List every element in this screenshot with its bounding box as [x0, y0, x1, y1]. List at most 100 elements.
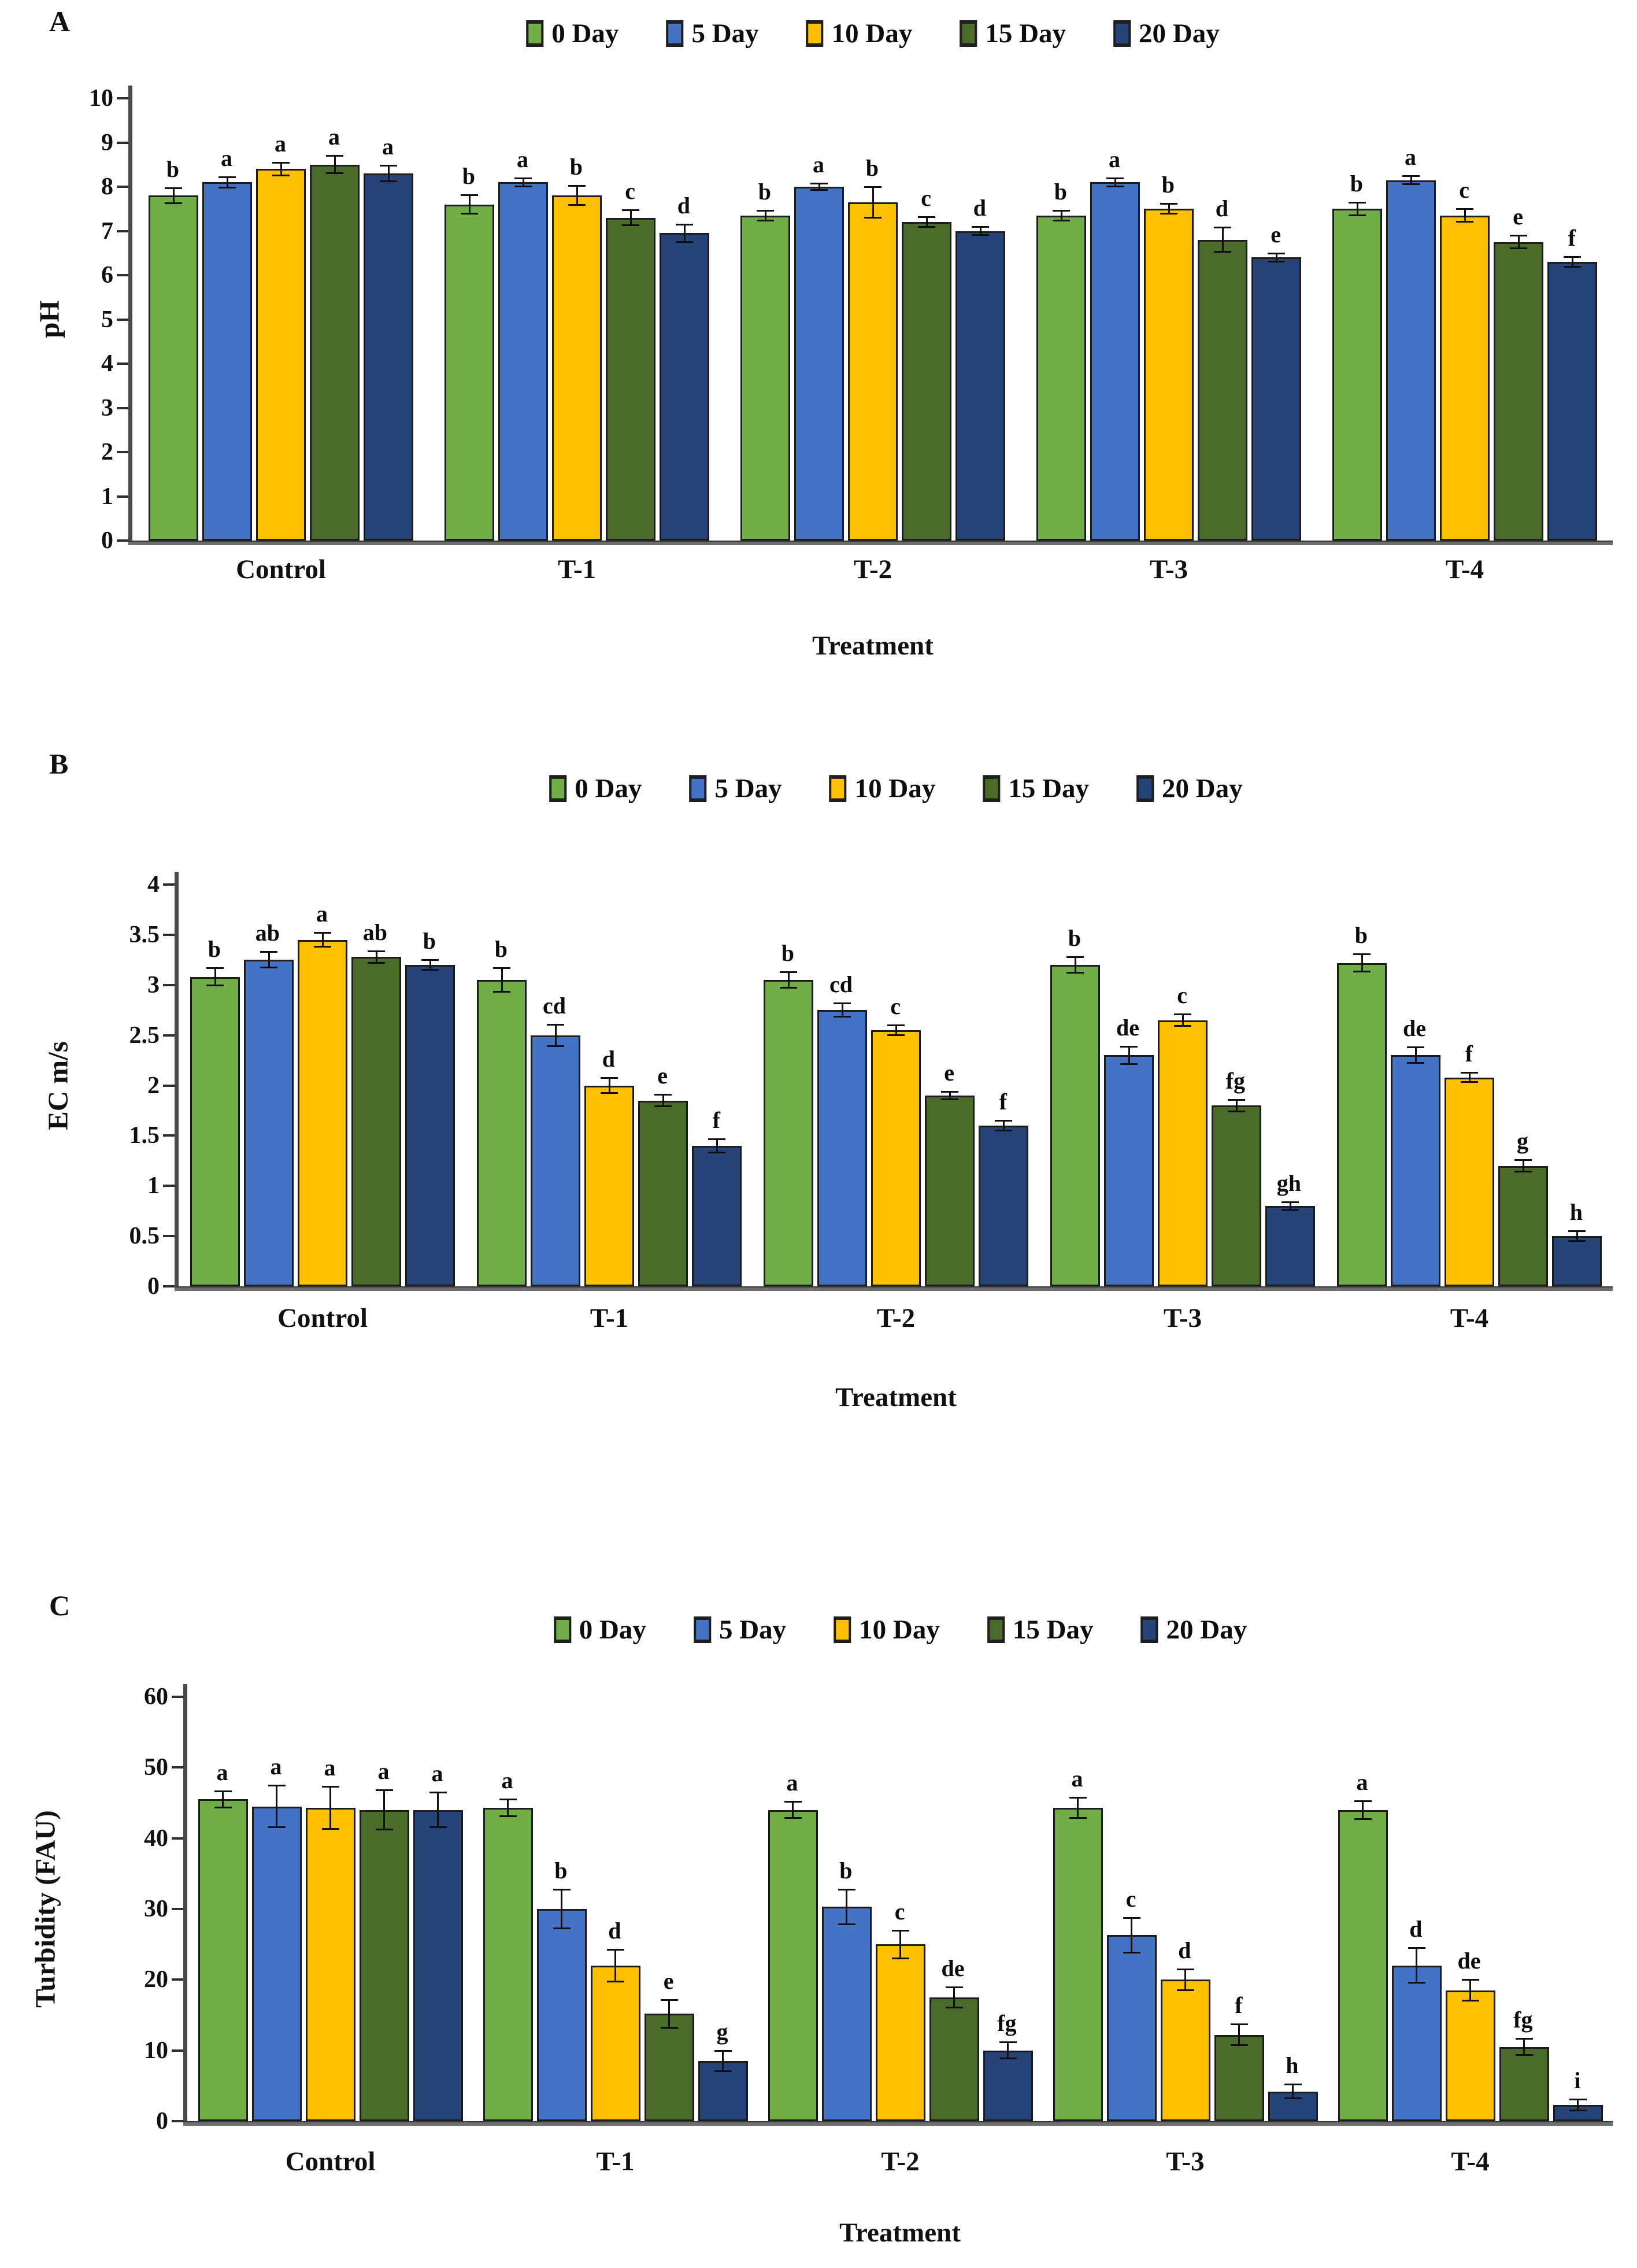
error-bar	[214, 968, 216, 986]
category-label: Control	[236, 554, 326, 584]
ytick-label: 5	[101, 306, 113, 333]
error-bar	[375, 950, 377, 963]
error-bar-cap	[206, 985, 224, 987]
error-bar-cap	[606, 1981, 624, 1982]
error-bar-cap	[784, 1817, 802, 1819]
error-bar-cap	[1354, 1818, 1372, 1820]
error-bar-cap	[1176, 1989, 1194, 1991]
category-label: T-1	[596, 2147, 635, 2177]
error-bar-cap	[165, 187, 182, 189]
error-bar-cap	[864, 186, 882, 188]
bar	[1494, 242, 1543, 541]
bar	[871, 1030, 921, 1286]
ytick-label: 4	[101, 350, 113, 377]
error-bar-cap	[1066, 956, 1084, 959]
error-bar-cap	[1268, 252, 1285, 254]
legend-swatch-icon	[834, 1616, 851, 1643]
sig-letter: a	[431, 1760, 443, 1787]
error-bar-cap	[676, 241, 693, 243]
ytick-mark	[117, 318, 128, 321]
bar	[1547, 262, 1597, 541]
error-bar-cap	[272, 161, 290, 164]
legend-item: 10 Day	[806, 18, 912, 49]
error-bar-cap	[1214, 251, 1231, 253]
error-bar-cap	[1069, 1817, 1087, 1819]
sig-letter: a	[328, 124, 340, 150]
error-bar	[522, 177, 524, 187]
error-bar-cap	[218, 176, 236, 179]
error-bar-cap	[380, 165, 397, 167]
error-bar-cap	[941, 1090, 958, 1093]
error-bar-cap	[421, 959, 439, 961]
legend-swatch-icon	[526, 20, 544, 47]
ytick-mark	[117, 539, 128, 542]
error-bar-cap	[995, 1120, 1012, 1122]
error-bar-cap	[972, 234, 989, 236]
panel-b-legend: 0 Day 5 Day 10 Day 15 Day 20 Day	[549, 773, 1243, 804]
error-bar-cap	[1407, 1046, 1424, 1049]
sig-letter: a	[270, 1753, 282, 1779]
error-bar	[1292, 2084, 1294, 2099]
legend-label: 20 Day	[1162, 774, 1243, 804]
sig-letter: a	[1405, 143, 1416, 170]
error-bar-cap	[708, 1138, 725, 1140]
legend-label: 15 Day	[1012, 1615, 1094, 1645]
bar	[1104, 1055, 1154, 1286]
error-bar-cap	[553, 1888, 571, 1890]
bar	[768, 1810, 818, 2121]
error-bar	[841, 1003, 843, 1018]
legend-label: 0 Day	[575, 774, 642, 804]
panel-c-x-axis-title: Treatment	[839, 2218, 961, 2248]
error-bar-cap	[1402, 183, 1420, 186]
sig-letter: c	[894, 1898, 905, 1925]
ytick-mark	[117, 495, 128, 498]
error-bar-cap	[660, 2026, 678, 2029]
ytick-mark	[163, 1235, 175, 1238]
error-bar-cap	[891, 1957, 909, 1959]
ytick-mark	[163, 933, 175, 936]
error-bar-cap	[321, 1786, 339, 1788]
ytick-label: 2	[101, 439, 113, 465]
ytick-mark	[117, 451, 128, 453]
error-bar-cap	[1569, 2099, 1587, 2101]
error-bar-cap	[622, 224, 639, 227]
bar	[498, 182, 548, 541]
bar	[251, 1806, 302, 2121]
error-bar-cap	[1514, 1170, 1532, 1172]
bar	[1036, 215, 1086, 541]
error-bar-cap	[1349, 201, 1366, 204]
sig-letter: d	[973, 194, 987, 221]
legend-label: 5 Day	[691, 19, 759, 49]
error-bar	[1356, 202, 1358, 216]
bar	[1337, 963, 1387, 1286]
ytick-mark	[172, 2120, 183, 2122]
error-bar	[1077, 1797, 1079, 1819]
legend-item: 10 Day	[829, 773, 935, 804]
error-bar	[1074, 957, 1076, 973]
sig-letter: de	[1457, 1948, 1481, 1974]
bar	[1445, 1990, 1495, 2121]
bar	[305, 1808, 355, 2121]
error-bar-cap	[547, 1045, 564, 1047]
error-bar-cap	[1514, 1159, 1532, 1161]
x-axis-line	[175, 1286, 1613, 1291]
error-bar-cap	[1230, 2044, 1248, 2047]
error-bar-cap	[214, 1807, 232, 1809]
bar	[638, 1100, 688, 1286]
bar	[483, 1808, 533, 2121]
error-bar-cap	[568, 204, 586, 206]
x-axis-line	[128, 541, 1613, 545]
bar	[925, 1095, 975, 1286]
error-bar-cap	[1174, 1013, 1191, 1016]
error-bar-cap	[368, 950, 385, 952]
error-bar-cap	[1568, 1230, 1586, 1233]
bar	[929, 1997, 979, 2121]
sig-letter: f	[712, 1107, 720, 1133]
error-bar-cap	[1284, 2084, 1302, 2086]
category-label: T-1	[557, 554, 597, 584]
sig-letter: e	[1513, 204, 1523, 230]
sig-letter: c	[625, 177, 635, 204]
error-bar	[716, 1138, 718, 1153]
error-bar-cap	[493, 990, 510, 993]
ytick-label: 10	[89, 85, 113, 112]
